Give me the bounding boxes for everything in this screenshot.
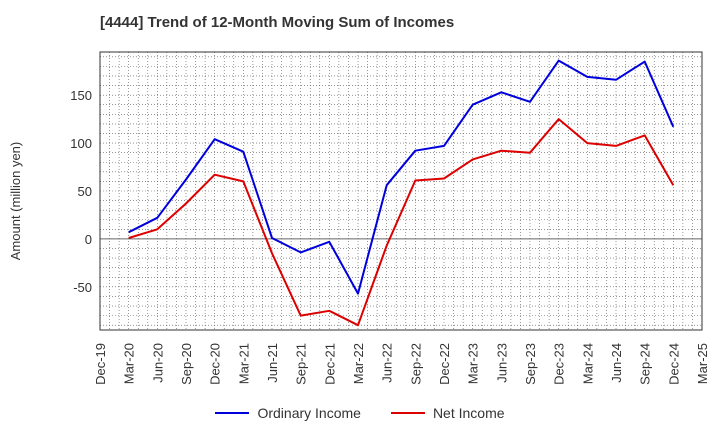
y-axis-label: Amount (million yen) [8,142,23,261]
x-tick-label: Mar-24 [580,343,595,384]
x-tick-label: Dec-20 [208,343,223,385]
chart-legend: Ordinary Income Net Income [0,405,720,421]
y-tick-label: 150 [70,88,92,103]
x-tick-label: Dec-22 [437,343,452,385]
y-tick-label: -50 [73,280,92,295]
series-line-ordinary-income [128,59,675,295]
legend-item-net-income: Net Income [390,405,505,421]
x-tick-label: Dec-19 [93,343,108,385]
x-tick-label: Jun-21 [265,343,280,383]
x-tick-label: Jun-22 [380,343,395,383]
x-tick-label: Dec-24 [666,343,681,385]
x-tick-label: Jun-24 [609,343,624,383]
x-tick-label: Sep-22 [408,343,423,385]
plot-border [99,51,703,331]
legend-label-net-income: Net Income [432,405,505,421]
x-tick-label: Sep-20 [179,343,194,385]
x-tick-label: Jun-20 [150,343,165,383]
legend-label-ordinary-income: Ordinary Income [257,405,361,421]
x-tick-label: Mar-22 [351,343,366,384]
x-tick-label: Dec-23 [552,343,567,385]
y-tick-label: 100 [70,136,92,151]
x-tick-label: Mar-25 [695,343,710,384]
x-tick-label: Sep-23 [523,343,538,385]
legend-swatch-ordinary-income [215,412,250,414]
x-tick-label: Mar-20 [122,343,137,384]
x-tick-label: Mar-21 [236,343,251,384]
x-tick-label: Sep-24 [638,343,653,385]
legend-item-ordinary-income: Ordinary Income [215,405,361,421]
x-tick-label: Sep-21 [294,343,309,385]
legend-swatch-net-income [390,412,425,414]
y-tick-label: 0 [85,232,92,247]
series-line-net-income [128,118,675,327]
x-tick-label: Jun-23 [494,343,509,383]
chart-title: [4444] Trend of 12-Month Moving Sum of I… [100,14,455,31]
x-tick-label: Mar-23 [466,343,481,384]
x-tick-label: Dec-21 [322,343,337,385]
y-tick-label: 50 [78,184,92,199]
